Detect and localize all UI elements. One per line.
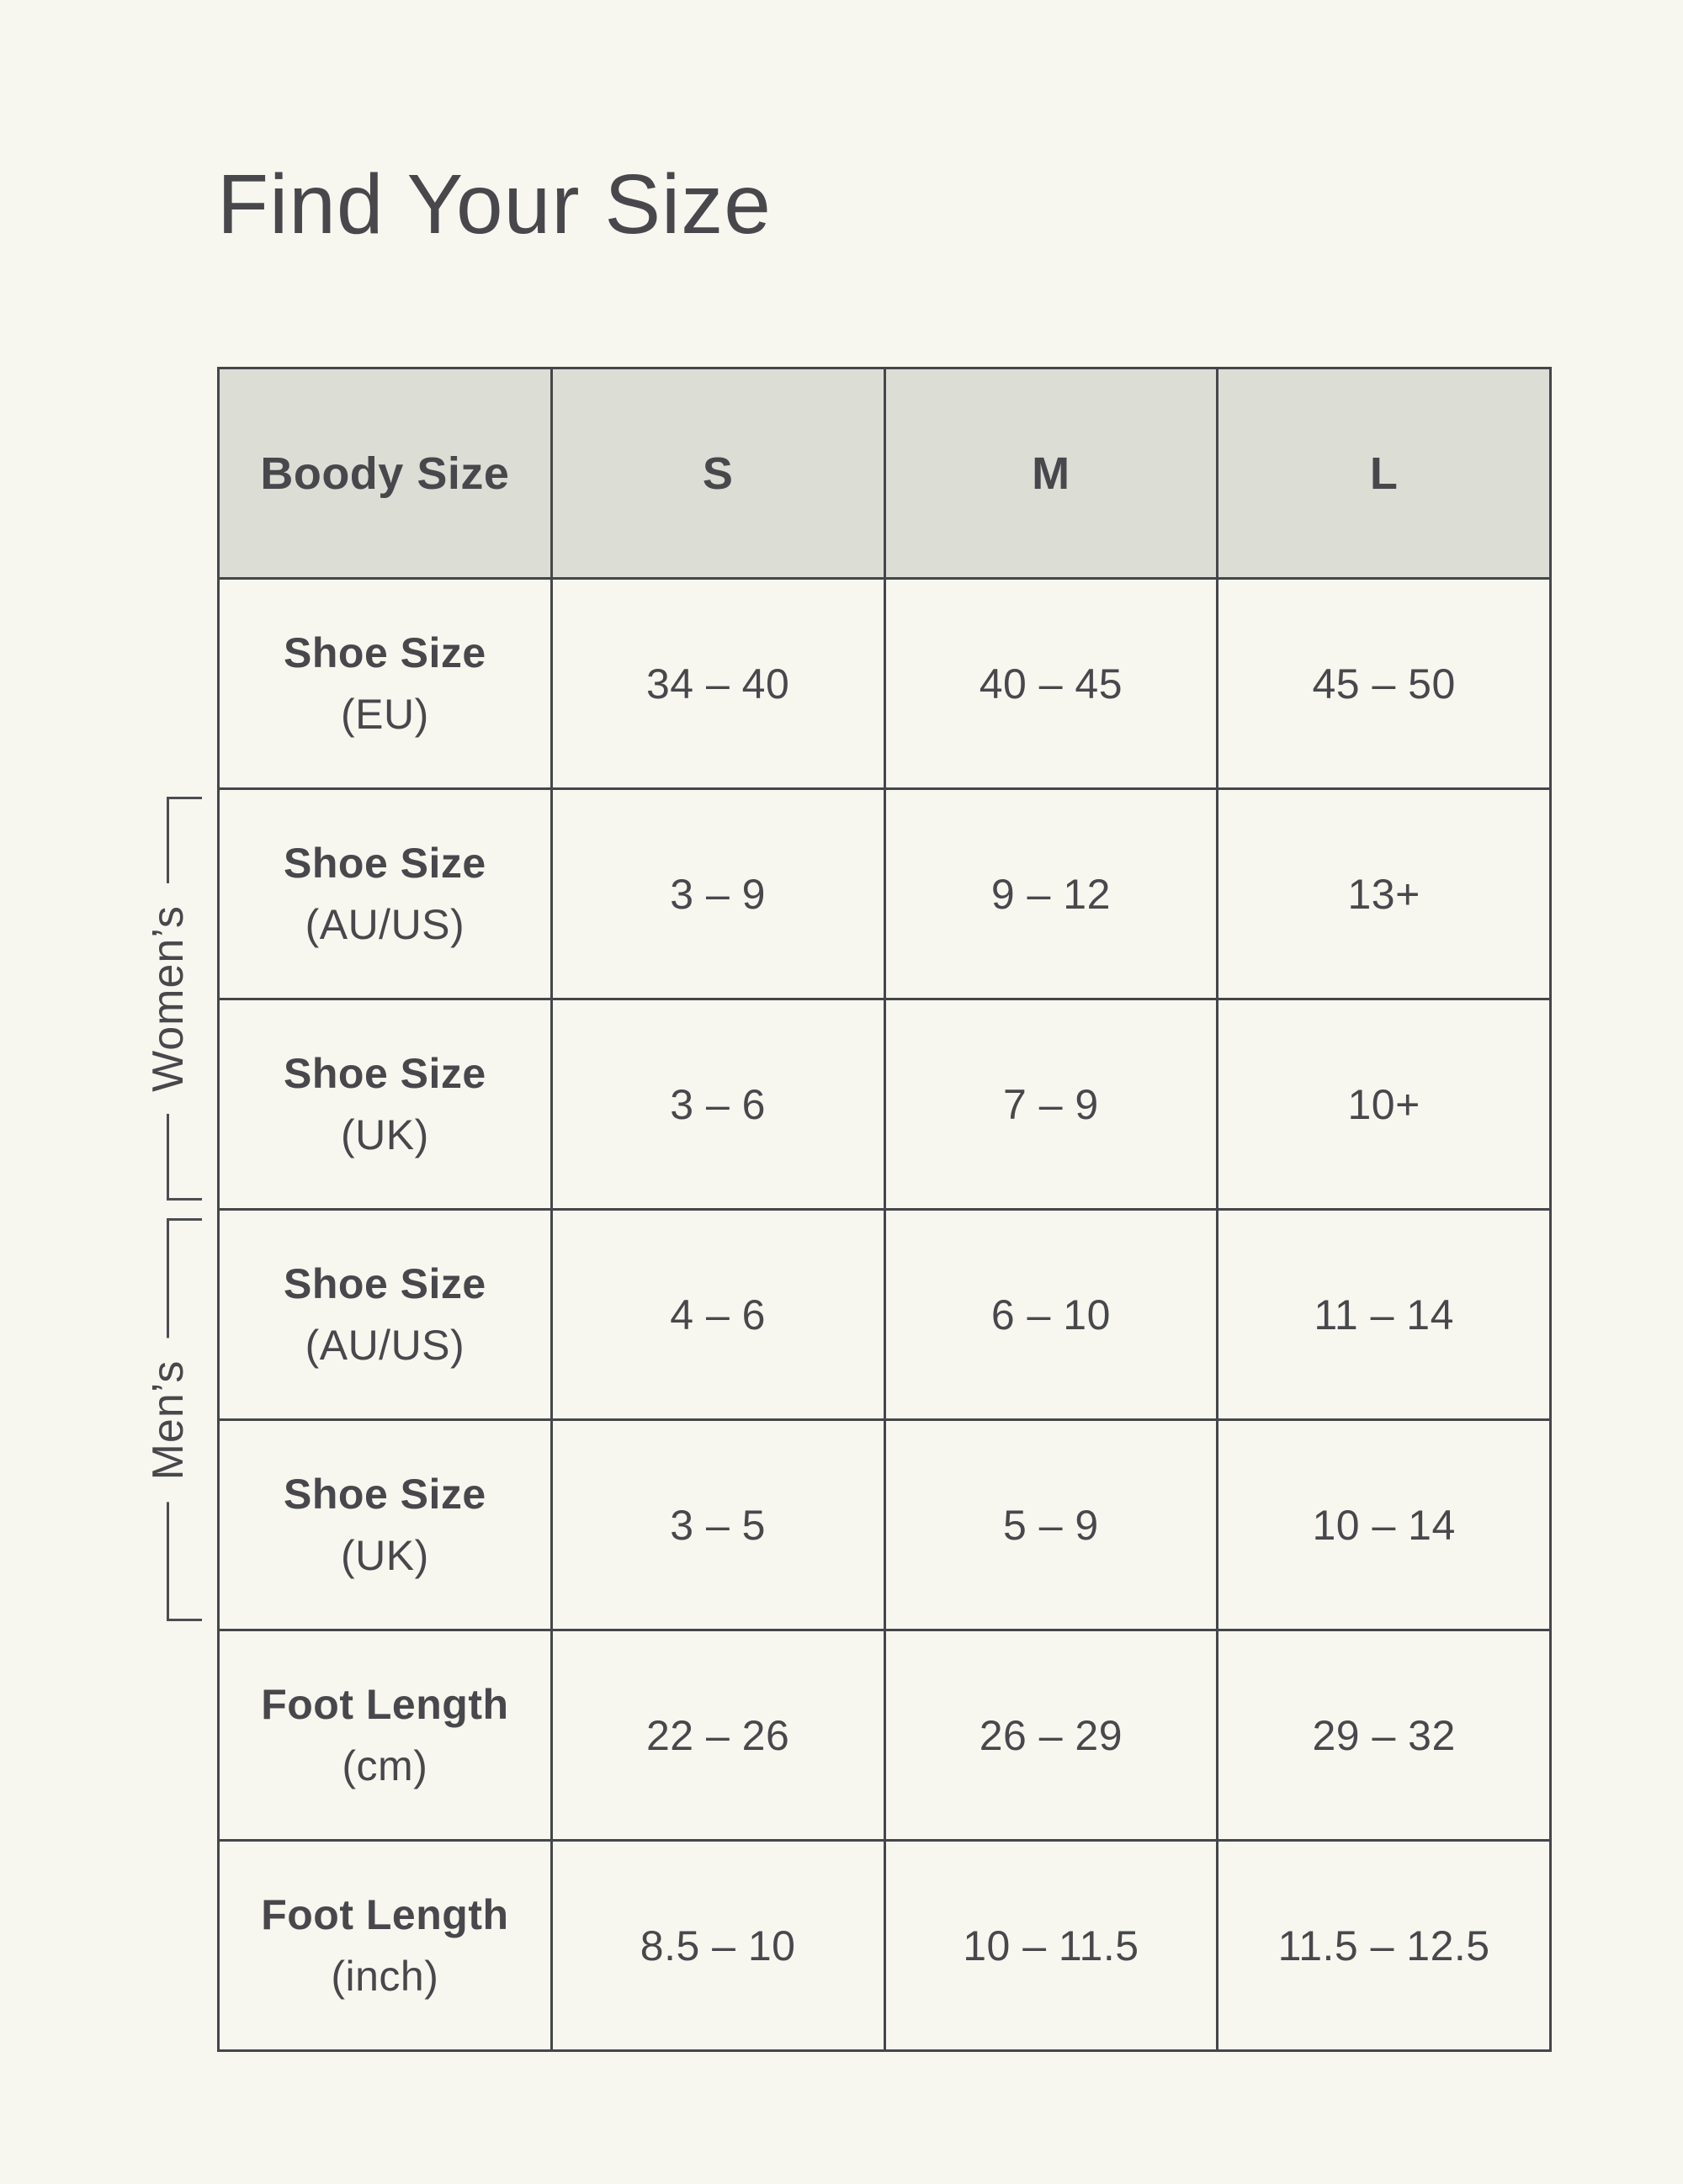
table-row-womens-shoe-size-uk: Shoe Size (UK) 3 – 6 7 – 9 10+ [217, 998, 1552, 1211]
size-value-cell: 4 – 6 [549, 1208, 886, 1421]
row-label: Shoe Size (UK) [217, 1418, 553, 1631]
mens-group-bracket: Men’s [140, 1218, 202, 1621]
row-label-sub: (inch) [331, 1952, 439, 2000]
row-label-sub: (cm) [342, 1741, 428, 1789]
row-label-sub: (UK) [340, 1111, 429, 1158]
size-value-cell: 8.5 – 10 [549, 1839, 886, 2052]
mens-group-label: Men’s [140, 1338, 197, 1502]
row-label: Shoe Size (AU/US) [217, 1208, 553, 1421]
size-value-cell: 11.5 – 12.5 [1216, 1839, 1552, 2052]
table-row-mens-shoe-size-au-us: Shoe Size (AU/US) 4 – 6 6 – 10 11 – 14 [217, 1208, 1552, 1421]
row-label-sub: (AU/US) [305, 1321, 465, 1369]
size-value-cell: 3 – 6 [549, 998, 886, 1211]
size-value-cell: 10+ [1216, 998, 1552, 1211]
size-value-cell: 6 – 10 [883, 1208, 1219, 1421]
row-label: Shoe Size (AU/US) [217, 787, 553, 1000]
size-value-cell: 11 – 14 [1216, 1208, 1552, 1421]
row-label-main: Shoe Size [284, 1050, 486, 1097]
size-value-cell: 5 – 9 [883, 1418, 1219, 1631]
table-row-foot-length-inch: Foot Length (inch) 8.5 – 10 10 – 11.5 11… [217, 1839, 1552, 2052]
row-label-main: Shoe Size [284, 1260, 486, 1307]
size-value-cell: 22 – 26 [549, 1629, 886, 1842]
row-label-sub: (AU/US) [305, 900, 465, 948]
row-label: Shoe Size (EU) [217, 577, 553, 790]
size-value-cell: 29 – 32 [1216, 1629, 1552, 1842]
table-row-mens-shoe-size-uk: Shoe Size (UK) 3 – 5 5 – 9 10 – 14 [217, 1418, 1552, 1631]
column-header-l: L [1216, 367, 1552, 580]
row-label: Foot Length (inch) [217, 1839, 553, 2052]
row-label-main: Shoe Size [284, 1471, 486, 1518]
size-value-cell: 9 – 12 [883, 787, 1219, 1000]
size-value-cell: 13+ [1216, 787, 1552, 1000]
header-row: Boody Size S M L [217, 367, 1552, 580]
column-header-s: S [549, 367, 886, 580]
size-value-cell: 45 – 50 [1216, 577, 1552, 790]
size-value-cell: 3 – 9 [549, 787, 886, 1000]
row-label-main: Foot Length [261, 1681, 509, 1728]
row-label-sub: (UK) [340, 1531, 429, 1579]
row-label-sub: (EU) [340, 690, 429, 738]
page-title: Find Your Size [217, 157, 772, 252]
row-label-main: Shoe Size [284, 840, 486, 887]
column-header-m: M [883, 367, 1219, 580]
size-value-cell: 26 – 29 [883, 1629, 1219, 1842]
size-value-cell: 10 – 11.5 [883, 1839, 1219, 2052]
size-value-cell: 34 – 40 [549, 577, 886, 790]
row-label: Foot Length (cm) [217, 1629, 553, 1842]
size-value-cell: 7 – 9 [883, 998, 1219, 1211]
row-label: Shoe Size (UK) [217, 998, 553, 1211]
size-value-cell: 10 – 14 [1216, 1418, 1552, 1631]
table-row-foot-length-cm: Foot Length (cm) 22 – 26 26 – 29 29 – 32 [217, 1629, 1552, 1842]
womens-group-label: Women’s [140, 883, 197, 1114]
size-value-cell: 40 – 45 [883, 577, 1219, 790]
size-chart-table: Boody Size S M L Shoe Size (EU) 34 – 40 … [217, 367, 1552, 2052]
row-label-main: Shoe Size [284, 629, 486, 676]
table-row-womens-shoe-size-au-us: Shoe Size (AU/US) 3 – 9 9 – 12 13+ [217, 787, 1552, 1000]
size-value-cell: 3 – 5 [549, 1418, 886, 1631]
row-label-main: Foot Length [261, 1891, 509, 1938]
column-header-boody-size: Boody Size [217, 367, 553, 580]
table-row-shoe-size-eu: Shoe Size (EU) 34 – 40 40 – 45 45 – 50 [217, 577, 1552, 790]
womens-group-bracket: Women’s [140, 797, 202, 1201]
